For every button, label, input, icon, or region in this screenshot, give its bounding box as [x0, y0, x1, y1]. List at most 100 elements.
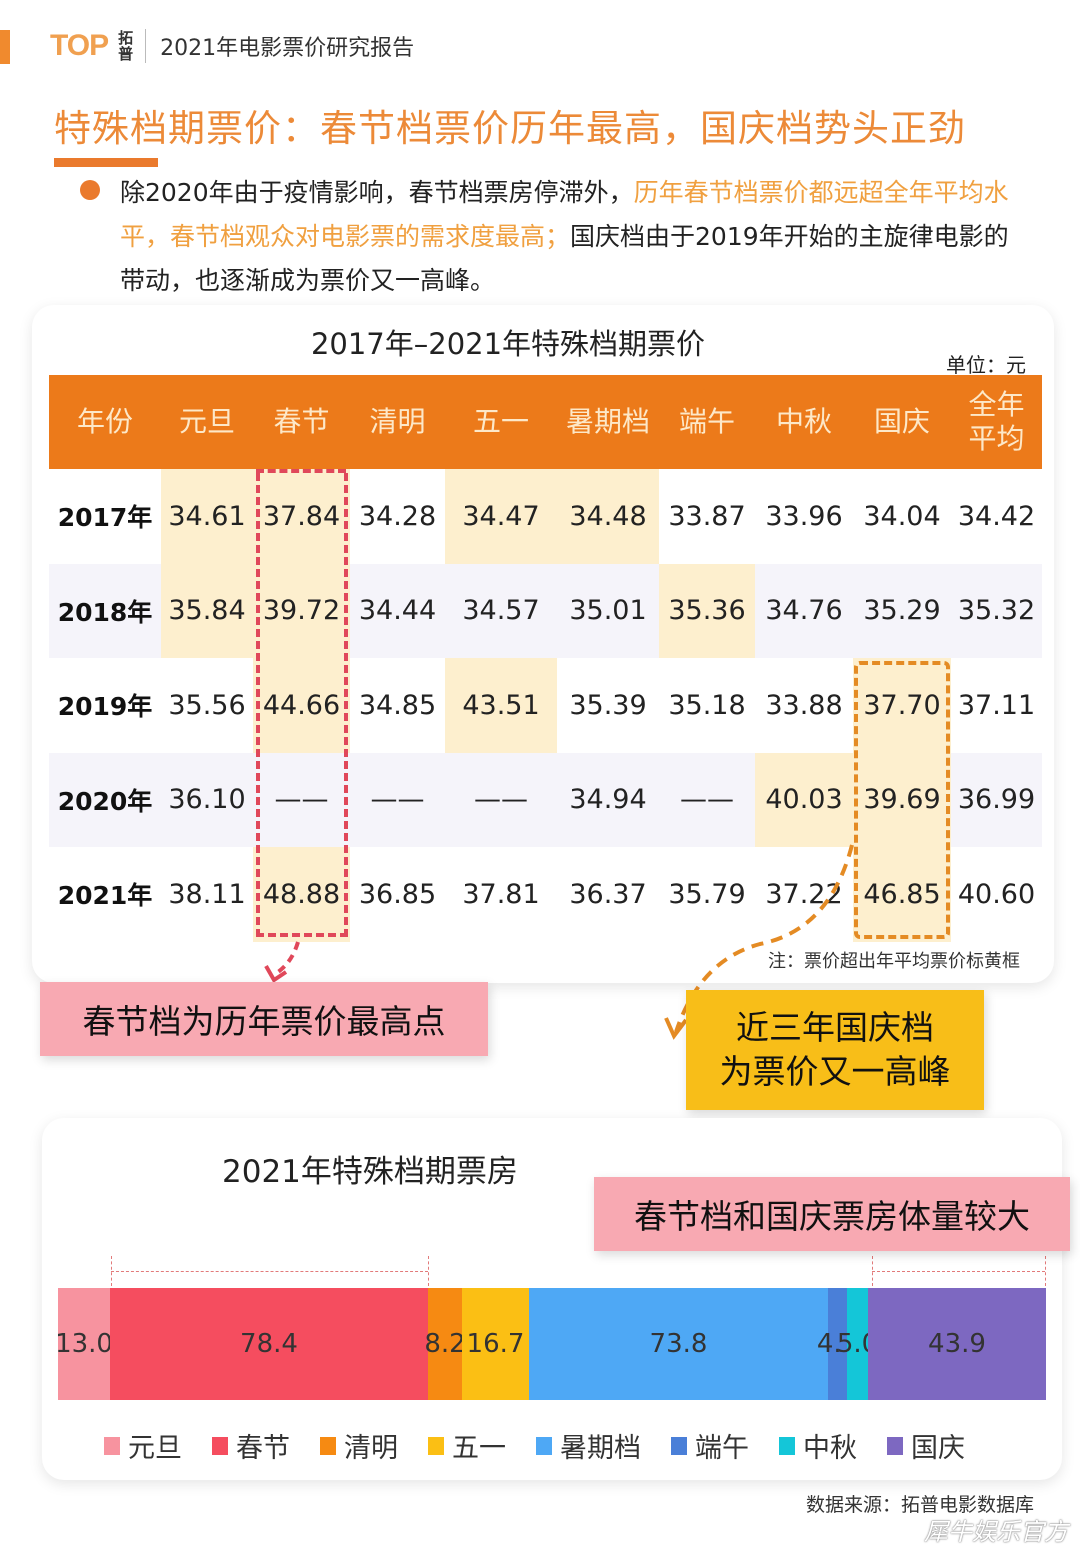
- header-cell: 五一: [445, 375, 557, 469]
- callout-box-office: 春节档和国庆票房体量较大: [594, 1177, 1070, 1251]
- bracket-national-right: [1045, 1256, 1046, 1286]
- price-cell: 34.47: [445, 469, 557, 564]
- legend-label: 清明: [344, 1433, 398, 1464]
- report-title: 2021年电影票价研究报告: [160, 36, 415, 61]
- table-row: 2018年 35.84 39.72 34.44 34.57 35.01 35.3…: [49, 563, 1042, 658]
- callout-national-day-line-2: 为票价又一高峰: [719, 1052, 951, 1091]
- price-cell: 35.32: [951, 563, 1042, 658]
- table-row: 2020年 36.10 —— —— —— 34.94 —— 40.03 39.6…: [49, 752, 1042, 847]
- spring-festival-dash-top: [256, 469, 346, 473]
- price-cell: 34.48: [557, 469, 659, 564]
- price-cell: 35.01: [557, 563, 659, 658]
- left-accent-bar: [0, 30, 10, 64]
- price-cell: 46.85: [853, 847, 951, 942]
- legend-swatch: [428, 1436, 444, 1455]
- price-cell: 38.11: [168, 878, 246, 910]
- price-table-title: 2017年–2021年特殊档期票价: [310, 327, 706, 361]
- bullet-dot-icon: [80, 180, 100, 200]
- price-cell: 36.99: [951, 752, 1042, 847]
- box-office-card: 2021年特殊档期票房 13.0 78.4 8.2 16.7 73.8 4.7 …: [42, 1118, 1062, 1480]
- legend-label: 暑期档: [560, 1433, 641, 1464]
- legend-item: 五一: [428, 1426, 506, 1465]
- header-cell: 春节: [253, 375, 350, 469]
- price-table: 年份 元旦 春节 清明 五一 暑期档 端午 中秋 国庆 全年平均 2017年 3…: [49, 375, 1042, 942]
- price-cell: 44.66: [253, 658, 350, 753]
- header-cell-annual: 全年平均: [968, 388, 1025, 455]
- price-cell: 35.36: [659, 563, 755, 658]
- price-cell: 33.87: [668, 500, 746, 532]
- table-row: 2017年 34.61 37.84 34.28 34.47 34.48 33.8…: [49, 469, 1042, 564]
- price-cell: 34.44: [350, 563, 445, 658]
- price-cell: 37.81: [462, 878, 540, 910]
- legend-label: 元旦: [128, 1433, 182, 1464]
- legend-label: 国庆: [911, 1433, 965, 1464]
- legend-swatch: [671, 1436, 687, 1455]
- chart-legend: 元旦 春节 清明 五一 暑期档 端午 中秋 国庆: [104, 1426, 995, 1465]
- legend-label: 中秋: [803, 1433, 857, 1464]
- header-cell: 全年平均: [951, 375, 1042, 469]
- price-cell: 35.29: [853, 563, 951, 658]
- legend-item: 暑期档: [536, 1426, 641, 1465]
- table-note: 注：票价超出年平均票价标黄框: [768, 951, 1020, 972]
- top-logo: TOP 拓 普: [50, 30, 133, 62]
- legend-item: 春节: [212, 1426, 290, 1465]
- report-header: TOP 拓 普 2021年电影票价研究报告: [50, 26, 414, 66]
- callout-spring-festival: 春节档为历年票价最高点: [40, 982, 488, 1056]
- bar-segment-guoqing: 43.9: [868, 1288, 1046, 1400]
- spring-festival-dashed-box: [256, 473, 348, 937]
- bracket-spring: [111, 1271, 428, 1272]
- summary-part-1: 除2020年由于疫情影响，春节档票房停滞外，: [120, 178, 634, 207]
- price-cell: 34.76: [755, 563, 853, 658]
- logo-text: TOP: [50, 29, 109, 62]
- header-cell: 年份: [49, 375, 161, 469]
- legend-swatch: [779, 1436, 795, 1455]
- price-cell: 39.69: [853, 752, 951, 847]
- unit-label: 单位：元: [946, 353, 1026, 377]
- national-day-dashed-box: [854, 661, 950, 939]
- price-cell: 43.51: [445, 658, 557, 753]
- legend-swatch: [887, 1436, 903, 1455]
- price-cell: 36.37: [569, 878, 647, 910]
- price-cell: 34.85: [358, 689, 437, 721]
- price-cell: 37.70: [853, 658, 951, 753]
- price-cell: 40.60: [957, 878, 1036, 910]
- segment-label: 8.2: [424, 1329, 466, 1359]
- watermark: 犀牛娱乐官方: [924, 1518, 1068, 1546]
- segment-label: 78.4: [240, 1329, 298, 1359]
- price-cell: 40.03: [755, 752, 853, 847]
- header-divider: [145, 29, 147, 63]
- header-cell: 暑期档: [557, 375, 659, 469]
- legend-label: 五一: [452, 1433, 506, 1464]
- bar-segment-wuyi: 16.7: [462, 1288, 529, 1400]
- segment-label: 16.7: [466, 1329, 525, 1359]
- legend-label: 端午: [695, 1433, 749, 1464]
- bracket-national: [872, 1271, 1045, 1272]
- summary-highlight: 历年春节档票价都远超全年平均水平，春节档观众对电影票的需求度最高；: [120, 178, 1009, 251]
- legend-swatch: [104, 1436, 120, 1455]
- year-cell: 2021年: [57, 881, 153, 911]
- price-cell: 34.28: [358, 500, 437, 532]
- logo-cn-char-1: 拓: [118, 29, 134, 47]
- segment-label: 43.9: [928, 1329, 986, 1359]
- price-cell: ——: [350, 752, 445, 847]
- table-row: 2019年 35.56 44.66 34.85 43.51 35.39 35.1…: [49, 658, 1042, 753]
- header-cell: 清明: [350, 375, 445, 469]
- legend-item: 清明: [320, 1426, 398, 1465]
- price-cell: 36.85: [358, 878, 437, 910]
- price-cell: 37.84: [253, 469, 350, 564]
- price-cell: ——: [445, 752, 557, 847]
- data-source: 数据来源：拓普电影数据库: [805, 1494, 1034, 1516]
- legend-swatch: [320, 1436, 336, 1455]
- price-cell: ——: [253, 752, 350, 847]
- year-cell: 2019年: [57, 692, 153, 722]
- stacked-bar: 13.0 78.4 8.2 16.7 73.8 4.7 5.0 43.9: [55, 1288, 1048, 1400]
- legend-item: 元旦: [104, 1426, 182, 1465]
- price-cell: 39.72: [253, 563, 350, 658]
- bracket-spring-right: [428, 1256, 429, 1286]
- legend-swatch: [536, 1436, 552, 1455]
- summary-text: 除2020年由于疫情影响，春节档票房停滞外，历年春节档票价都远超全年平均水平，春…: [120, 171, 1020, 303]
- bar-segment-zhongqiu: 5.0: [837, 1288, 878, 1400]
- callout-national-day: 近三年国庆档 为票价又一高峰: [686, 990, 984, 1110]
- price-cell: 34.04: [863, 500, 941, 532]
- header-cell: 元旦: [161, 375, 253, 469]
